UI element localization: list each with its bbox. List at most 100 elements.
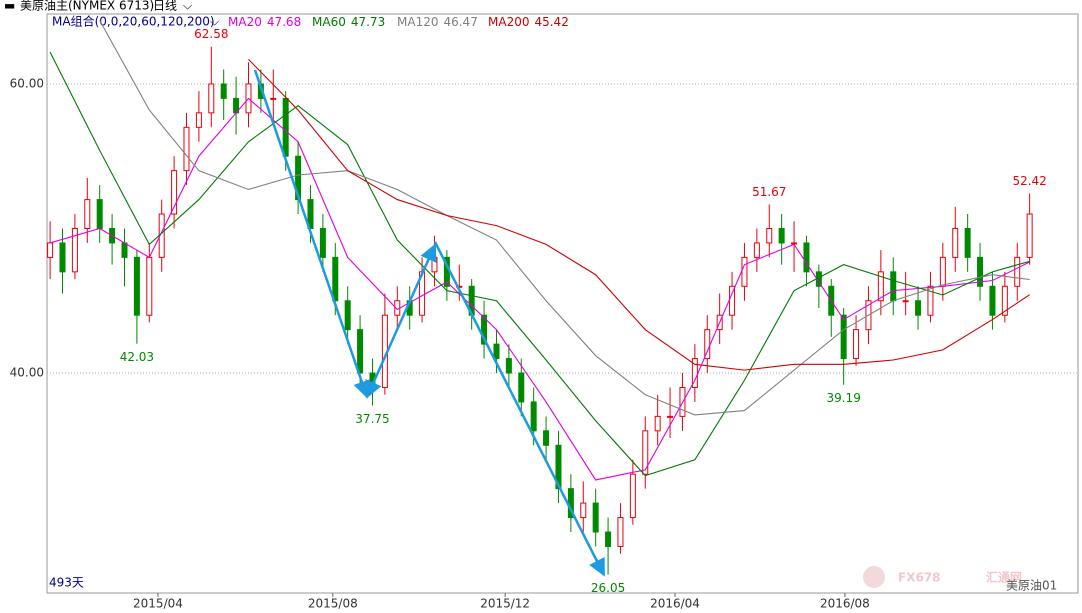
ma-line xyxy=(49,51,1030,477)
legend-entry: MA120 46.47 xyxy=(397,15,478,29)
x-tick-label: 2015/12 xyxy=(480,597,530,611)
legend-name: MA20 xyxy=(228,15,262,29)
candle-body xyxy=(902,300,909,303)
legend-value: 47.73 xyxy=(351,15,385,29)
trend-arrow xyxy=(253,69,371,399)
trend-arrow xyxy=(433,241,606,577)
candle-body xyxy=(667,415,674,418)
symbol-label: 美原油01 xyxy=(1006,579,1057,593)
legend-name: MA60 xyxy=(312,15,346,29)
candle-body xyxy=(840,314,847,360)
candle-body xyxy=(183,126,190,172)
candle-body xyxy=(766,227,773,244)
candle-body xyxy=(543,430,550,446)
candle-body xyxy=(654,415,661,432)
candle-body xyxy=(357,329,364,374)
candle-body xyxy=(431,256,438,273)
x-tick-label: 2016/08 xyxy=(820,597,870,611)
price-annotation: 26.05 xyxy=(591,581,625,595)
candle-body xyxy=(778,227,785,244)
ma-dropdown[interactable]: ⌵ xyxy=(210,15,219,29)
candle-body xyxy=(146,256,153,316)
legend-entry: MA20 47.68 xyxy=(228,15,301,29)
x-tick-label: 2016/04 xyxy=(650,597,700,611)
price-annotation: 37.75 xyxy=(355,412,389,426)
legend-name: MA200 xyxy=(488,15,529,29)
candle-body xyxy=(505,358,512,374)
candle-body xyxy=(319,227,326,258)
legend-value: 45.42 xyxy=(534,15,568,29)
price-annotation: 51.67 xyxy=(752,185,786,199)
candle-body xyxy=(580,502,587,519)
trend-arrow xyxy=(365,243,437,399)
candle-body xyxy=(270,97,277,100)
ma-line xyxy=(248,58,1030,371)
plot-frame xyxy=(46,13,1079,594)
candle-body xyxy=(555,444,562,490)
period-dropdown[interactable]: ⌵ xyxy=(183,0,192,13)
candle-body xyxy=(208,83,215,114)
candle-body xyxy=(729,285,736,316)
candle-body xyxy=(704,329,711,360)
candle-body xyxy=(220,83,227,99)
watermark: FX678 xyxy=(898,571,941,585)
candle-body xyxy=(530,401,537,432)
candle-body xyxy=(282,97,289,157)
candle-body xyxy=(84,199,91,229)
legend-value: 47.68 xyxy=(267,15,301,29)
candle-body xyxy=(642,430,649,475)
candle-body xyxy=(853,329,860,360)
period-selector[interactable]: 日线 xyxy=(153,0,177,13)
header-icon: ▬ xyxy=(4,0,15,13)
candle-body xyxy=(952,227,959,258)
candle-body xyxy=(1014,256,1021,287)
candle-body xyxy=(59,242,66,273)
trend-arrows xyxy=(253,69,606,577)
price-annotation: 39.19 xyxy=(826,391,860,405)
candle-body xyxy=(977,256,984,287)
candle-body xyxy=(691,358,698,388)
candle-body xyxy=(890,271,897,302)
watermark-logo xyxy=(863,566,885,588)
ma-line xyxy=(49,97,1030,481)
candle-body xyxy=(791,242,798,245)
candle-body xyxy=(989,285,996,316)
candle-body xyxy=(96,199,103,229)
ma-group[interactable]: MA组合(0,0,20,60,120,200) xyxy=(52,14,215,29)
candle-body xyxy=(753,242,760,258)
price-annotation: 52.42 xyxy=(1012,174,1046,188)
candle-body xyxy=(344,300,351,331)
candle-body xyxy=(481,314,488,345)
legend-entry: MA200 45.42 xyxy=(488,15,569,29)
legend-name: MA120 xyxy=(397,15,438,29)
candle-body xyxy=(1026,213,1033,258)
candle-body xyxy=(927,285,934,316)
watermark-cn: 汇通网 xyxy=(986,570,1022,585)
candle-body xyxy=(803,242,810,273)
candle-body xyxy=(741,256,748,287)
candle-body xyxy=(121,242,128,258)
candle-body xyxy=(592,502,599,533)
candle-body xyxy=(332,256,339,302)
candle-body xyxy=(877,271,884,302)
candle-body xyxy=(915,300,922,316)
candle-body xyxy=(493,343,500,360)
legend-entry: MA60 47.73 xyxy=(312,15,385,29)
price-annotation: 42.03 xyxy=(120,350,154,364)
plot: 60.00 40.00 2015/04 2015/08 2015/12 2016/04 20… xyxy=(10,15,1078,611)
candle-body xyxy=(629,473,636,519)
candle-body xyxy=(47,242,54,258)
candle-body xyxy=(964,227,971,258)
price-annotation: 62.58 xyxy=(194,27,228,41)
bar-count: 493天 xyxy=(49,576,84,590)
x-tick-label: 2015/08 xyxy=(308,597,358,611)
candle-body xyxy=(617,517,624,547)
candle-body xyxy=(171,170,178,215)
x-tick-label: 2015/04 xyxy=(133,597,183,611)
legend-value: 46.47 xyxy=(443,15,477,29)
y-tick-label: 60.00 xyxy=(10,76,44,90)
candle-body xyxy=(133,256,140,316)
instrument-title[interactable]: 美原油主(NYMEX 6713) xyxy=(20,0,154,13)
